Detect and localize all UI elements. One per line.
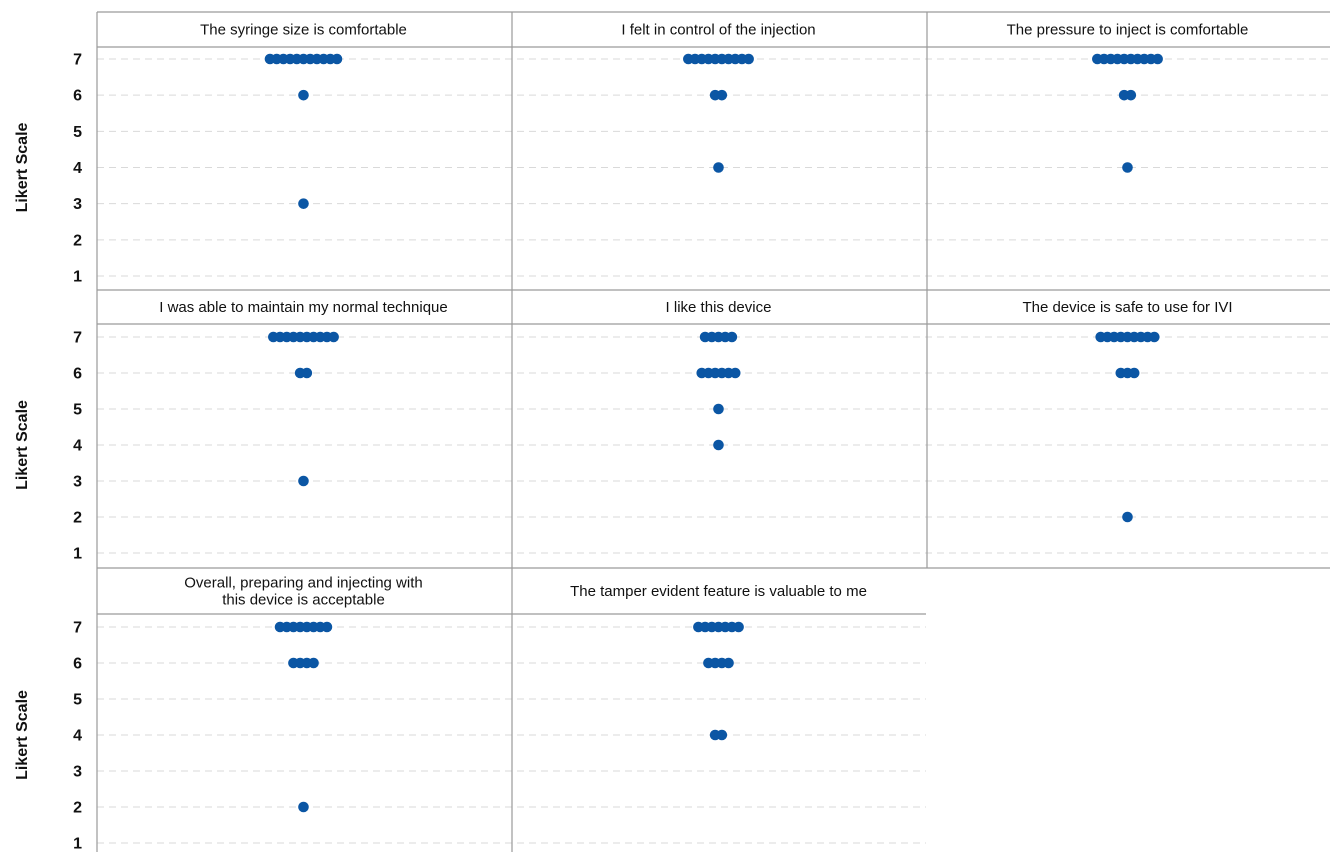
y-tick-label: 1 xyxy=(73,269,82,286)
data-point xyxy=(743,53,754,65)
data-point xyxy=(298,198,309,209)
panel: Overall, preparing and injecting withthi… xyxy=(184,575,423,813)
panel-title: The tamper evident feature is valuable t… xyxy=(570,583,867,600)
y-tick-label: 6 xyxy=(73,88,82,105)
y-tick-label: 4 xyxy=(73,160,82,177)
y-tick-label: 4 xyxy=(73,438,82,455)
data-point xyxy=(723,657,734,669)
data-point xyxy=(308,657,319,669)
y-tick-label: 7 xyxy=(73,52,82,69)
data-point xyxy=(298,89,309,101)
y-tick-label: 5 xyxy=(73,692,82,709)
y-tick-label: 2 xyxy=(73,510,82,527)
y-tick-label: 7 xyxy=(73,620,82,637)
panel: The tamper evident feature is valuable t… xyxy=(570,583,867,741)
data-point xyxy=(713,162,724,173)
panel-title: this device is acceptable xyxy=(222,592,385,609)
data-point xyxy=(729,367,741,379)
data-point xyxy=(321,621,333,633)
data-point xyxy=(713,439,724,451)
data-point xyxy=(1152,53,1163,65)
y-tick-label: 1 xyxy=(73,836,82,852)
data-point xyxy=(716,729,728,741)
data-point xyxy=(726,331,738,343)
y-tick-label: 6 xyxy=(73,366,82,383)
data-point xyxy=(1122,511,1133,523)
panel: The syringe size is comfortable xyxy=(200,22,407,209)
data-point xyxy=(1125,89,1137,101)
y-tick-label: 3 xyxy=(73,196,82,213)
y-tick-label: 6 xyxy=(73,656,82,673)
y-axis-label: Likert Scale xyxy=(14,690,31,780)
panel: The device is safe to use for IVI xyxy=(1022,299,1233,523)
data-point xyxy=(301,367,313,379)
y-axis-label: Likert Scale xyxy=(14,400,31,490)
data-point xyxy=(733,621,744,633)
y-tick-label: 3 xyxy=(73,764,82,781)
data-point xyxy=(298,801,309,813)
panel: I was able to maintain my normal techniq… xyxy=(159,299,448,487)
panel-title: The device is safe to use for IVI xyxy=(1022,299,1232,316)
panel: I like this device xyxy=(666,299,772,451)
data-point xyxy=(1128,367,1140,379)
y-tick-label: 3 xyxy=(73,474,82,491)
panel-title: Overall, preparing and injecting with xyxy=(184,575,422,592)
y-tick-label: 5 xyxy=(73,124,82,141)
y-tick-label: 1 xyxy=(73,546,82,563)
y-axis-label: Likert Scale xyxy=(14,122,31,212)
panel-title: I felt in control of the injection xyxy=(621,22,815,39)
panel-title: The syringe size is comfortable xyxy=(200,22,407,39)
panel-title: The pressure to inject is comfortable xyxy=(1007,22,1249,39)
panel: I felt in control of the injection xyxy=(621,22,816,173)
data-point xyxy=(716,89,728,101)
y-tick-label: 2 xyxy=(73,800,82,817)
y-tick-label: 2 xyxy=(73,232,82,249)
panel-title: I like this device xyxy=(666,299,772,316)
data-point xyxy=(328,331,339,343)
y-tick-label: 4 xyxy=(73,728,82,745)
y-tick-label: 5 xyxy=(73,402,82,419)
panel-title: I was able to maintain my normal techniq… xyxy=(159,299,447,316)
data-point xyxy=(713,403,724,415)
data-point xyxy=(331,53,343,65)
data-point xyxy=(298,475,309,487)
data-point xyxy=(1149,331,1160,343)
y-tick-label: 7 xyxy=(73,330,82,347)
panel: The pressure to inject is comfortable xyxy=(1007,22,1249,173)
data-point xyxy=(1122,162,1133,173)
